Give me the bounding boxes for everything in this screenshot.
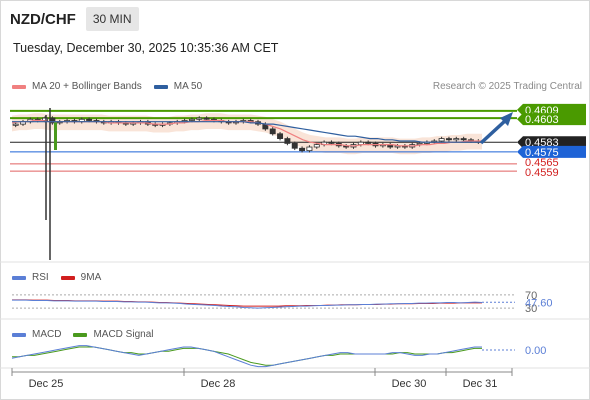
rsi-level-label-30: 30 bbox=[525, 303, 537, 315]
symbol-title: NZD/CHF bbox=[10, 10, 76, 28]
candle-body-0 bbox=[12, 123, 19, 126]
rsi-ma-swatch bbox=[60, 275, 75, 280]
macd-legend-label: MACD bbox=[32, 329, 62, 340]
macd-swatch bbox=[12, 332, 26, 337]
level-label-0.4559: 0.4559 bbox=[525, 167, 559, 179]
level-tag-0.4609 bbox=[517, 103, 586, 116]
x-tick-label-2: Dec 30 bbox=[392, 378, 427, 390]
rsi-value-label: 47.60 bbox=[525, 297, 553, 309]
level-label-0.4603: 0.4603 bbox=[525, 114, 559, 126]
ma20-legend-label: MA 20 + Bollinger Bands bbox=[32, 81, 142, 92]
candle-body-40 bbox=[306, 146, 313, 152]
bollinger-band-fill bbox=[12, 113, 482, 155]
ma50-line bbox=[12, 121, 482, 143]
candle-body-60 bbox=[453, 138, 460, 141]
candle-body-24 bbox=[188, 118, 195, 121]
credit-text: Research © 2025 Trading Central bbox=[432, 81, 582, 92]
price-candles bbox=[12, 108, 482, 260]
candle-body-37 bbox=[284, 138, 291, 144]
rsi-level-label-70: 70 bbox=[525, 290, 537, 302]
level-label-0.4565: 0.4565 bbox=[525, 157, 559, 169]
candle-body-39 bbox=[299, 147, 306, 152]
macd-signal-legend-label: MACD Signal bbox=[93, 329, 154, 340]
candle-body-10 bbox=[86, 118, 93, 121]
candle-body-59 bbox=[445, 138, 452, 141]
panel-separators bbox=[0, 261, 590, 369]
forecast-arrow-head bbox=[500, 112, 513, 126]
level-label-0.4575: 0.4575 bbox=[525, 147, 559, 159]
bollinger-band bbox=[12, 113, 482, 155]
macd-signal-swatch bbox=[73, 332, 88, 337]
rsi-swatch bbox=[12, 275, 26, 280]
macd-panel: 0.00 bbox=[11, 345, 546, 368]
level-tag-0.4575 bbox=[517, 145, 586, 158]
rsi-legend-label: RSI bbox=[32, 272, 49, 283]
x-axis: Dec 25 Dec 28 Dec 30 Dec 31 bbox=[11, 368, 513, 390]
candle-body-48 bbox=[365, 141, 372, 144]
candle-body-36 bbox=[277, 133, 284, 139]
macd-legend: MACD MACD Signal bbox=[12, 329, 153, 340]
candle-body-38 bbox=[291, 143, 298, 149]
chart-datetime: Tuesday, December 30, 2025 10:35:36 AM C… bbox=[13, 41, 279, 55]
candle-body-41 bbox=[313, 144, 320, 148]
level-tag-0.4583 bbox=[517, 136, 586, 149]
chart-header: NZD/CHF 30 MIN bbox=[10, 7, 139, 31]
timeframe-button[interactable]: 30 MIN bbox=[85, 7, 139, 31]
ma20-swatch bbox=[12, 84, 26, 89]
price-legend: MA 20 + Bollinger Bands MA 50 bbox=[12, 81, 202, 92]
candle-body-58 bbox=[438, 138, 445, 142]
macd-value-label: 0.00 bbox=[525, 345, 546, 357]
forecast-arrow bbox=[479, 112, 513, 145]
candle-body-35 bbox=[269, 128, 276, 135]
level-tag-0.4603 bbox=[517, 113, 586, 126]
x-tick-label-0: Dec 25 bbox=[29, 378, 64, 390]
candle-spike-body bbox=[54, 122, 57, 150]
macd-line bbox=[11, 345, 482, 368]
candle-body-25 bbox=[196, 117, 203, 120]
moving-averages bbox=[11, 119, 482, 147]
ma50-swatch bbox=[153, 84, 168, 89]
candle-body-61 bbox=[460, 138, 467, 141]
x-tick-label-3: Dec 31 bbox=[463, 378, 498, 390]
x-tick-label-1: Dec 28 bbox=[201, 378, 236, 390]
rsi-line bbox=[12, 299, 483, 309]
forecast-arrow-shaft bbox=[479, 118, 508, 145]
ma50-legend-label: MA 50 bbox=[173, 81, 203, 92]
rsi-ma-legend-label: 9MA bbox=[80, 272, 102, 283]
candle-body-43 bbox=[328, 141, 335, 144]
macd-signal-line bbox=[12, 346, 482, 366]
rsi-legend: RSI 9MA bbox=[12, 272, 101, 283]
candle-body-26 bbox=[203, 117, 210, 120]
